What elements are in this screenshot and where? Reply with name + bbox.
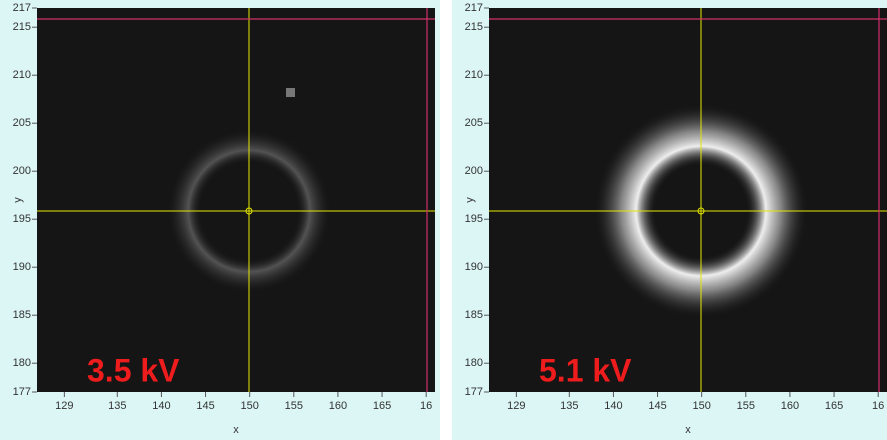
x-tick-label: 155	[285, 400, 303, 412]
x-tick-label: 145	[648, 400, 666, 412]
y-tick-label: 180	[465, 357, 483, 369]
y-tick-label: 190	[465, 261, 483, 273]
x-tick-label: 145	[196, 400, 214, 412]
x-tick-label: 129	[507, 400, 525, 412]
x-tick-label: 16	[872, 400, 884, 412]
y-tick-label: 205	[13, 117, 31, 129]
cursor-center	[245, 207, 253, 215]
x-tick-label: 150	[692, 400, 710, 412]
y-tick-label: 217	[13, 2, 31, 14]
annotation: 5.1 kV	[539, 352, 632, 388]
x-tick-label: 160	[781, 400, 799, 412]
x-tick-label: 135	[108, 400, 126, 412]
y-tick-label: 200	[13, 165, 31, 177]
x-tick-label: 155	[737, 400, 755, 412]
y-tick-label: 185	[13, 309, 31, 321]
y-tick-label: 205	[465, 117, 483, 129]
y-tick-label: 215	[465, 21, 483, 33]
y-tick-label: 215	[13, 21, 31, 33]
x-tick-label: 165	[373, 400, 391, 412]
x-axis-label: x	[233, 424, 239, 436]
y-tick-label: 190	[13, 261, 31, 273]
x-tick-label: 129	[55, 400, 73, 412]
x-tick-label: 16	[420, 400, 432, 412]
x-tick-label: 140	[152, 400, 170, 412]
hot-pixel	[286, 88, 295, 97]
y-tick-label: 185	[465, 309, 483, 321]
x-tick-label: 160	[329, 400, 347, 412]
cursor-center	[697, 207, 705, 215]
y-tick-label: 210	[13, 69, 31, 81]
y-tick-label: 177	[465, 386, 483, 398]
x-tick-label: 165	[825, 400, 843, 412]
annotation: 3.5 kV	[87, 352, 180, 388]
x-tick-label: 140	[604, 400, 622, 412]
y-tick-label: 177	[13, 386, 31, 398]
x-tick-label: 150	[240, 400, 258, 412]
y-axis-label: y	[12, 197, 24, 203]
x-axis-label: x	[685, 424, 691, 436]
y-tick-label: 210	[465, 69, 483, 81]
y-tick-label: 195	[465, 213, 483, 225]
x-tick-label: 135	[560, 400, 578, 412]
y-tick-label: 200	[465, 165, 483, 177]
y-tick-label: 180	[13, 357, 31, 369]
y-axis-label: y	[464, 197, 476, 203]
y-tick-label: 217	[465, 2, 483, 14]
y-tick-label: 195	[13, 213, 31, 225]
